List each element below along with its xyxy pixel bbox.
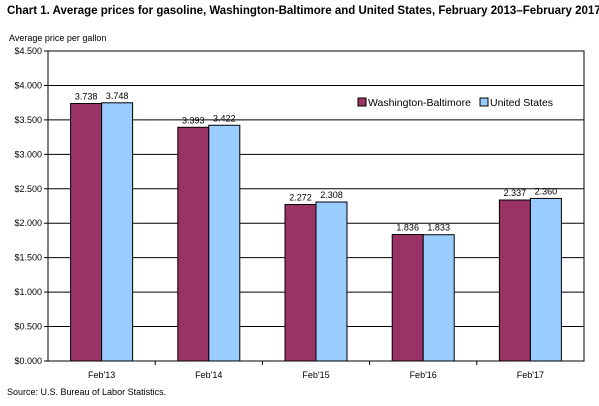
x-tick-label: Feb'13: [88, 370, 115, 380]
legend-swatch: [357, 97, 367, 107]
source-note: Source: U.S. Bureau of Labor Statistics.: [7, 387, 167, 397]
data-label: 3.422: [213, 113, 236, 123]
data-label: 3.748: [106, 91, 129, 101]
bar: [529, 197, 562, 362]
y-axis-label: Average price per gallon: [9, 33, 107, 43]
data-label: 2.337: [504, 188, 527, 198]
y-tick-label: $0.500: [14, 322, 42, 332]
legend-label: Washington-Baltimore: [368, 97, 471, 109]
legend-label: United States: [490, 97, 553, 109]
legend-swatch: [479, 97, 489, 107]
x-tick-label: Feb'14: [195, 370, 222, 380]
data-label: 3.393: [182, 115, 205, 125]
data-label: 2.272: [289, 192, 312, 202]
bar: [422, 234, 455, 362]
y-tick-label: $4.500: [14, 46, 42, 56]
y-tick-label: $2.000: [14, 218, 42, 228]
bar: [208, 124, 241, 362]
data-label: 1.836: [396, 223, 419, 233]
y-tick-label: $3.000: [14, 149, 42, 159]
y-tick-label: $1.500: [14, 253, 42, 263]
bar: [391, 234, 424, 362]
bar: [498, 199, 531, 362]
bar: [101, 102, 134, 362]
data-label: 1.833: [427, 223, 450, 233]
y-tick-label: $4.000: [14, 80, 42, 90]
chart-title: Chart 1. Average prices for gasoline, Wa…: [7, 5, 599, 17]
x-tick-label: Feb'16: [410, 370, 437, 380]
y-tick-label: $2.500: [14, 184, 42, 194]
y-tick-label: $1.000: [14, 287, 42, 297]
data-label: 2.360: [535, 186, 558, 196]
bar: [70, 102, 103, 362]
bar: [177, 126, 210, 362]
y-tick-label: $3.500: [14, 115, 42, 125]
bar: [284, 203, 317, 362]
x-tick-label: Feb'15: [302, 370, 329, 380]
x-tick-label: Feb'17: [517, 370, 544, 380]
y-tick-label: $0.000: [14, 356, 42, 366]
data-label: 3.738: [75, 91, 98, 101]
data-label: 2.308: [320, 190, 343, 200]
bar: [315, 201, 348, 362]
